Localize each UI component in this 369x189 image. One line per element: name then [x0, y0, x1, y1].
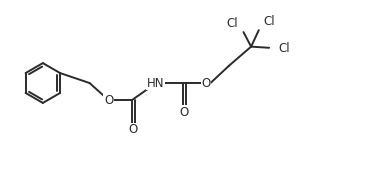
Text: HN: HN [146, 77, 164, 90]
Text: O: O [128, 123, 138, 136]
Text: O: O [104, 94, 113, 107]
Text: Cl: Cl [264, 15, 275, 28]
Text: O: O [201, 77, 211, 90]
Text: Cl: Cl [226, 17, 238, 30]
Text: O: O [180, 106, 189, 119]
Text: Cl: Cl [278, 42, 290, 55]
